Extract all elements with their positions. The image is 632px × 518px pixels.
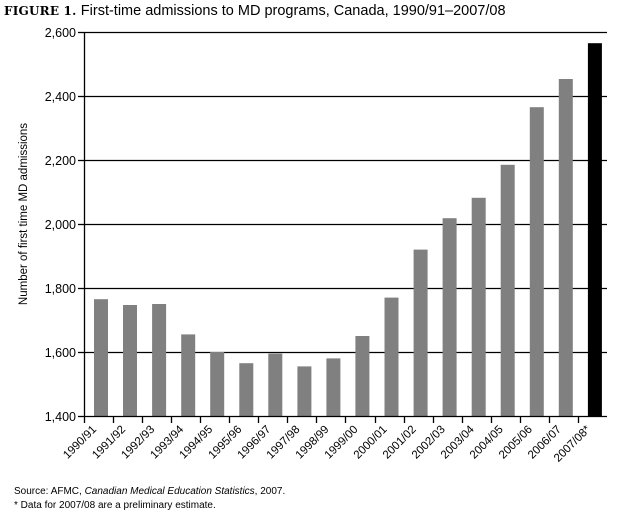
y-tick-label: 1,600 [45,346,76,360]
bar-1992-93 [152,304,167,416]
bars [94,43,602,416]
y-axis-label: Number of first time MD admissions [18,123,30,305]
bar-2000-01 [384,297,399,416]
bar-1990-91 [94,299,108,416]
bar-1993-94 [181,334,196,416]
bar-1998-99 [326,358,341,416]
bar-1996-97 [268,353,283,416]
bar-2001-02 [413,249,428,416]
y-tick-label: 2,000 [45,218,76,232]
footnote: * Data for 2007/08 are a preliminary est… [14,500,216,511]
bar-2006-07 [558,79,573,416]
figure-label: FIGURE 1. [4,4,77,18]
y-tick-label: 1,400 [45,410,76,424]
source-note: Source: AFMC, Canadian Medical Education… [14,486,285,497]
chart-title-text: First-time admissions to MD programs, Ca… [80,3,506,19]
y-tick-label: 2,200 [45,154,76,168]
bar-1995-96 [239,363,254,416]
y-tick-label: 1,800 [45,282,76,296]
source-title: Canadian Medical Education Statistics [84,486,255,497]
bar-2007-08- [587,43,602,416]
bar-2003-04 [471,197,486,416]
source-suffix: , 2007. [254,486,286,497]
y-axis-ticks: 1,400 1,600 1,800 2,000 2,200 2,400 2,600 [45,26,84,424]
x-axis-ticks: 1990/911991/921992/931993/941994/951995/… [61,416,593,465]
y-tick-label: 2,400 [45,90,76,104]
bar-1997-98 [297,366,312,416]
bar-1999-00 [355,336,370,416]
bar-2002-03 [442,218,457,416]
bar-2005-06 [529,107,544,416]
bar-1994-95 [210,352,225,416]
gridlines [84,31,607,354]
y-tick-label: 2,600 [45,26,76,40]
chart-title: FIGURE 1. First-time admissions to MD pr… [4,3,506,19]
bar-chart: 1,400 1,600 1,800 2,000 2,200 2,400 2,600 1990… [18,26,607,465]
source-prefix: Source: AFMC, [14,486,85,497]
bar-2004-05 [500,164,515,416]
bar-1991-92 [123,305,137,416]
